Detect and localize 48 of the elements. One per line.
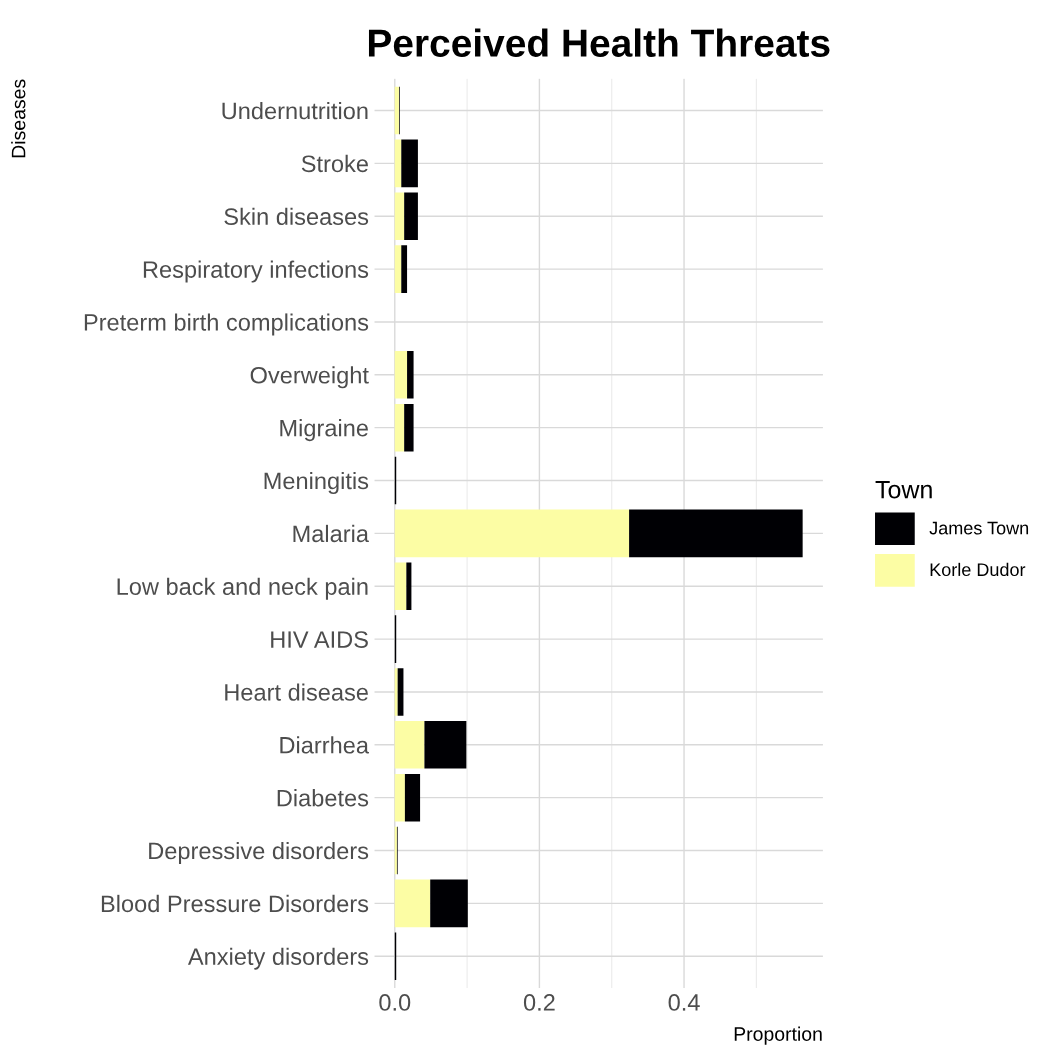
legend-label: Korle Dudor bbox=[930, 562, 1026, 577]
bar bbox=[404, 773, 421, 822]
bar bbox=[430, 879, 468, 928]
bar bbox=[394, 139, 402, 188]
bar bbox=[394, 879, 431, 928]
y-tick-label: Overweight bbox=[250, 366, 369, 389]
bar bbox=[394, 86, 400, 135]
y-tick-label: Diabetes bbox=[277, 789, 369, 807]
bar bbox=[394, 509, 630, 558]
legend-label: James Town bbox=[929, 521, 1029, 535]
x-tick-label: 0.4 bbox=[668, 994, 700, 1011]
bar bbox=[401, 245, 408, 293]
bar bbox=[404, 403, 414, 452]
y-tick-label: Malaria bbox=[293, 524, 369, 543]
legend-title: Town bbox=[875, 481, 932, 499]
bar bbox=[394, 773, 405, 822]
y-tick-label: Blood Pressure Disorders bbox=[101, 894, 369, 913]
y-tick-label: Low back and neck pain bbox=[117, 577, 368, 600]
y-tick-label: Heart disease bbox=[225, 683, 368, 701]
x-tick-label: 0.0 bbox=[379, 994, 411, 1011]
y-tick-label: Diarrhea bbox=[280, 736, 369, 754]
x-tick-label: 0.2 bbox=[523, 994, 555, 1011]
y-tick-label: Respiratory infections bbox=[143, 260, 369, 283]
y-tick-label: Undernutrition bbox=[222, 101, 368, 120]
bar bbox=[401, 139, 418, 188]
y-tick-label: HIV AIDS bbox=[271, 631, 368, 648]
bar bbox=[394, 721, 425, 769]
bar bbox=[407, 351, 414, 399]
y-tick-label: Skin diseases bbox=[224, 207, 369, 226]
y-tick-label: Meningitis bbox=[264, 471, 369, 494]
x-axis-title: Proportion bbox=[734, 1026, 822, 1045]
bar bbox=[404, 192, 418, 241]
chart-title: Perceived Health Threats bbox=[368, 28, 830, 57]
bar bbox=[406, 562, 412, 611]
bar bbox=[394, 192, 405, 241]
bar bbox=[394, 403, 405, 452]
y-tick-label: Anxiety disorders bbox=[187, 947, 369, 970]
y-tick-label: Migraine bbox=[280, 419, 368, 442]
bar bbox=[394, 562, 407, 611]
bar bbox=[629, 509, 803, 558]
bar bbox=[394, 245, 402, 293]
y-axis-title: Diseases bbox=[11, 79, 26, 158]
y-tick-label: Preterm birth complications bbox=[84, 313, 369, 336]
bar bbox=[424, 721, 467, 769]
y-tick-label: Depressive disorders bbox=[149, 841, 369, 864]
bar bbox=[394, 668, 398, 716]
bar bbox=[394, 351, 408, 399]
y-tick-label: Stroke bbox=[301, 154, 368, 173]
